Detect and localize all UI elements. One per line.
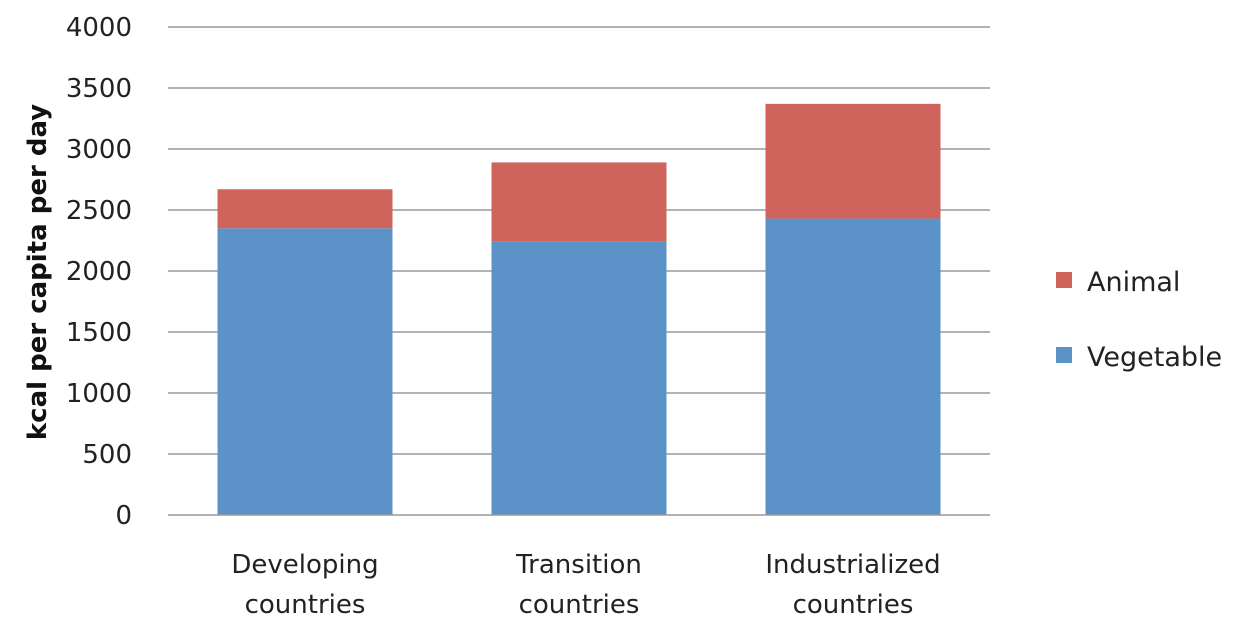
legend-label-vegetable: Vegetable — [1087, 342, 1222, 373]
legend-swatch-animal — [1056, 272, 1072, 288]
bar-vegetable-3 — [765, 218, 941, 516]
bars — [217, 103, 941, 516]
bar-vegetable-2 — [491, 241, 667, 515]
legend-label-animal: Animal — [1087, 267, 1180, 298]
y-tick-label: 0 — [115, 501, 132, 531]
bar-animal-1 — [217, 189, 393, 229]
x-category-label: Transition countries — [515, 550, 642, 620]
y-tick-label: 3000 — [66, 135, 132, 165]
y-tick-label: 2000 — [66, 257, 132, 287]
bar-vegetable-1 — [217, 228, 393, 516]
bar-animal-2 — [491, 162, 667, 242]
y-axis-ticks: 0 500 1000 1500 2000 2500 3000 3500 4000 — [66, 13, 132, 531]
y-tick-label: 2500 — [66, 196, 132, 226]
x-category-label: Developing countries — [231, 550, 378, 620]
y-tick-label: 4000 — [66, 13, 132, 43]
y-tick-label: 1500 — [66, 318, 132, 348]
x-axis-categories: Developing countries Transition countries In… — [231, 550, 940, 620]
legend: Animal Vegetable — [1056, 267, 1222, 373]
x-category-label: Industrialized countries — [765, 550, 940, 620]
bar-animal-3 — [765, 103, 941, 219]
y-tick-label: 1000 — [66, 379, 132, 409]
legend-swatch-vegetable — [1056, 347, 1072, 363]
y-tick-label: 3500 — [66, 74, 132, 104]
y-axis-label: kcal per capita per day — [23, 104, 53, 440]
y-tick-label: 500 — [82, 440, 132, 470]
